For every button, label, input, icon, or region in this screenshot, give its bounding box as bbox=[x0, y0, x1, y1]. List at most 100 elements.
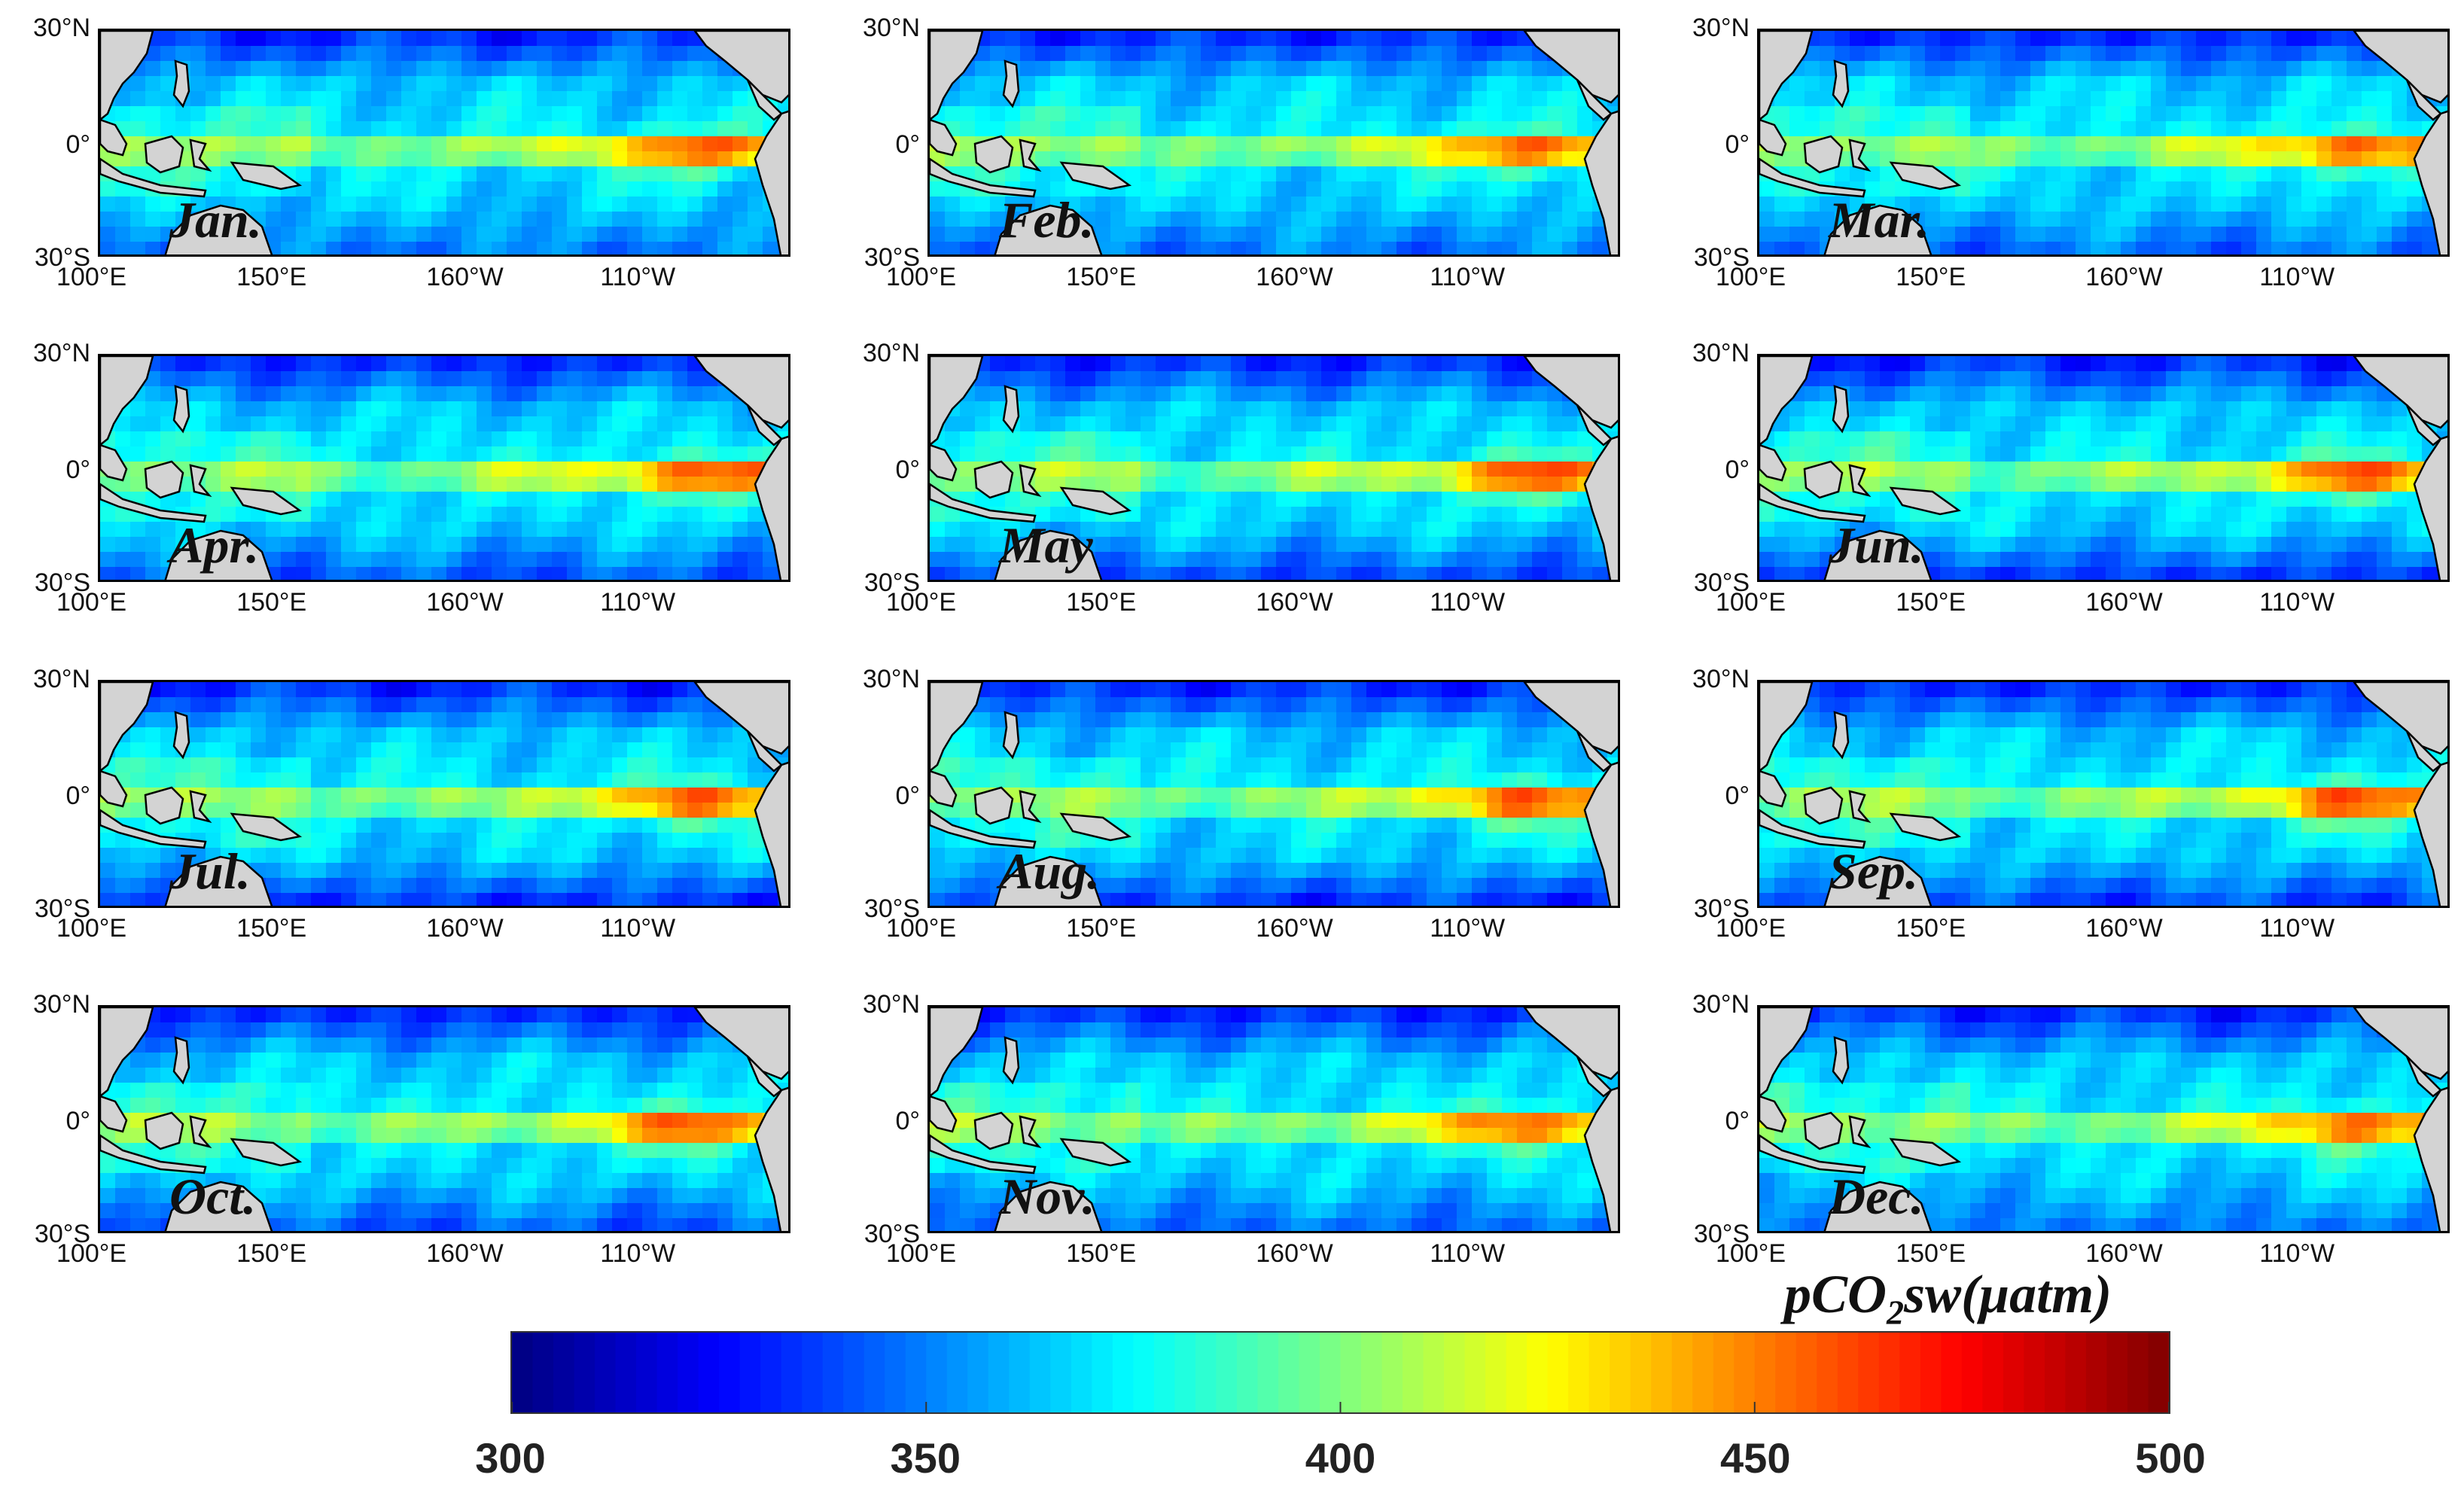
land-shape bbox=[189, 1115, 212, 1149]
lat-label: 30°S bbox=[1693, 568, 1750, 597]
land-shape bbox=[1759, 1095, 1787, 1133]
land-shape bbox=[746, 79, 783, 121]
colorbar-band bbox=[1112, 1333, 1135, 1412]
land-shape bbox=[189, 139, 212, 172]
land-shape bbox=[1002, 385, 1020, 434]
land-shape bbox=[100, 31, 154, 121]
pco2-field bbox=[930, 31, 1618, 254]
lat-label: 30°S bbox=[863, 1220, 920, 1248]
colorbar-band bbox=[885, 1333, 906, 1412]
colorbar-band bbox=[1651, 1333, 1673, 1412]
lon-label: 150°E bbox=[236, 263, 307, 291]
lat-label: 0° bbox=[1725, 1107, 1750, 1135]
lon-label: 160°W bbox=[1256, 263, 1333, 291]
lat-label: 30°N bbox=[863, 990, 920, 1019]
colorbar-band bbox=[1403, 1333, 1424, 1412]
month-label: Jul. bbox=[169, 842, 251, 900]
land-shape bbox=[1848, 139, 1872, 172]
colorbar-band bbox=[1153, 1333, 1176, 1412]
colorbar-band bbox=[1195, 1333, 1217, 1412]
map-panel-3: 30°N 0° 30°S 100°E 150°E 160°W 110°W Mar. bbox=[1692, 14, 2450, 291]
land-shape bbox=[1759, 356, 1814, 446]
lon-label: 100°E bbox=[1716, 914, 1786, 943]
colorbar-band bbox=[1858, 1333, 1880, 1412]
map-area bbox=[98, 354, 790, 582]
land-shape bbox=[1823, 1181, 1933, 1231]
colorbar-band bbox=[1236, 1333, 1259, 1412]
colorbar-band bbox=[1423, 1333, 1445, 1412]
colorbar-band bbox=[822, 1333, 845, 1412]
land-shape bbox=[2405, 730, 2442, 772]
colorbar-band bbox=[1381, 1333, 1404, 1412]
month-label: Jan. bbox=[169, 191, 262, 248]
land-shape bbox=[1059, 1138, 1132, 1167]
land-shape bbox=[930, 682, 984, 772]
lon-label: 110°W bbox=[2259, 1239, 2335, 1268]
lon-label: 150°E bbox=[1066, 914, 1137, 943]
month-label: Aug. bbox=[999, 842, 1101, 900]
land-shape bbox=[930, 1095, 958, 1133]
pco2-field bbox=[1759, 682, 2447, 906]
map-area bbox=[98, 680, 790, 908]
land-shape bbox=[1759, 1134, 1866, 1174]
land-shape bbox=[1889, 1138, 1962, 1167]
land-shape bbox=[1889, 812, 1962, 842]
land-shape bbox=[172, 1036, 190, 1085]
pco2-field bbox=[930, 682, 1618, 906]
land-shape bbox=[230, 1138, 303, 1167]
map-panel-9: 30°N 0° 30°S 100°E 150°E 160°W 110°W Sep. bbox=[1692, 665, 2450, 943]
lon-label: 100°E bbox=[1716, 263, 1786, 291]
lon-label: 160°W bbox=[1256, 914, 1333, 943]
land-shape bbox=[746, 404, 783, 446]
map-area bbox=[927, 680, 1620, 908]
lat-label: 30°S bbox=[34, 568, 90, 597]
colorbar-band bbox=[574, 1333, 596, 1412]
land-shape bbox=[994, 204, 1103, 254]
colorbar-title: pCO2sw(μatm) bbox=[1784, 1264, 2112, 1332]
colorbar-band bbox=[863, 1333, 886, 1412]
lon-label: 150°E bbox=[1066, 588, 1137, 617]
lon-label: 100°E bbox=[886, 1239, 957, 1268]
colorbar-band bbox=[512, 1333, 534, 1412]
colorbar-band bbox=[1216, 1333, 1238, 1412]
land-shape bbox=[1583, 435, 1618, 580]
land-shape bbox=[189, 790, 212, 824]
land-shape bbox=[1059, 486, 1132, 516]
land-shape bbox=[754, 761, 788, 906]
colorbar-band bbox=[1485, 1333, 1507, 1412]
lat-label: 30°N bbox=[33, 14, 90, 42]
colorbar-band bbox=[1941, 1333, 1963, 1412]
colorbar-band bbox=[1630, 1333, 1652, 1412]
land-shape bbox=[100, 118, 128, 157]
land-shape bbox=[2405, 404, 2442, 446]
lat-label: 30°S bbox=[1693, 1220, 1750, 1248]
land-shape bbox=[1019, 1115, 1042, 1149]
colorbar-band bbox=[2127, 1333, 2149, 1412]
lat-label: 30°N bbox=[33, 990, 90, 1019]
colorbar-tick-label: 400 bbox=[1305, 1434, 1376, 1482]
lat-label: 0° bbox=[895, 130, 920, 159]
land-shape bbox=[1803, 460, 1844, 499]
land-shape bbox=[1576, 1056, 1613, 1098]
colorbar-band bbox=[802, 1333, 824, 1412]
land-shape bbox=[1002, 711, 1020, 760]
land-shape bbox=[1019, 464, 1042, 498]
land-shape bbox=[1848, 790, 1872, 824]
land-shape bbox=[2413, 1086, 2447, 1231]
colorbar-band bbox=[1071, 1333, 1093, 1412]
land-shape bbox=[930, 769, 958, 808]
lat-label: 30°N bbox=[863, 339, 920, 367]
map-panel-8: 30°N 0° 30°S 100°E 150°E 160°W 110°W Aug. bbox=[863, 665, 1620, 943]
colorbar-band bbox=[532, 1333, 555, 1412]
land-shape bbox=[1848, 1115, 1872, 1149]
month-label: Nov. bbox=[999, 1168, 1095, 1225]
colorbar-band bbox=[1361, 1333, 1383, 1412]
month-label: Jun. bbox=[1829, 516, 1924, 574]
colorbar-band bbox=[1506, 1333, 1528, 1412]
colorbar-band bbox=[843, 1333, 865, 1412]
lon-label: 150°E bbox=[236, 914, 307, 943]
lon-label: 160°W bbox=[1256, 1239, 1333, 1268]
colorbar-band bbox=[1133, 1333, 1155, 1412]
land-shape bbox=[746, 730, 783, 772]
lon-label: 150°E bbox=[1066, 263, 1137, 291]
